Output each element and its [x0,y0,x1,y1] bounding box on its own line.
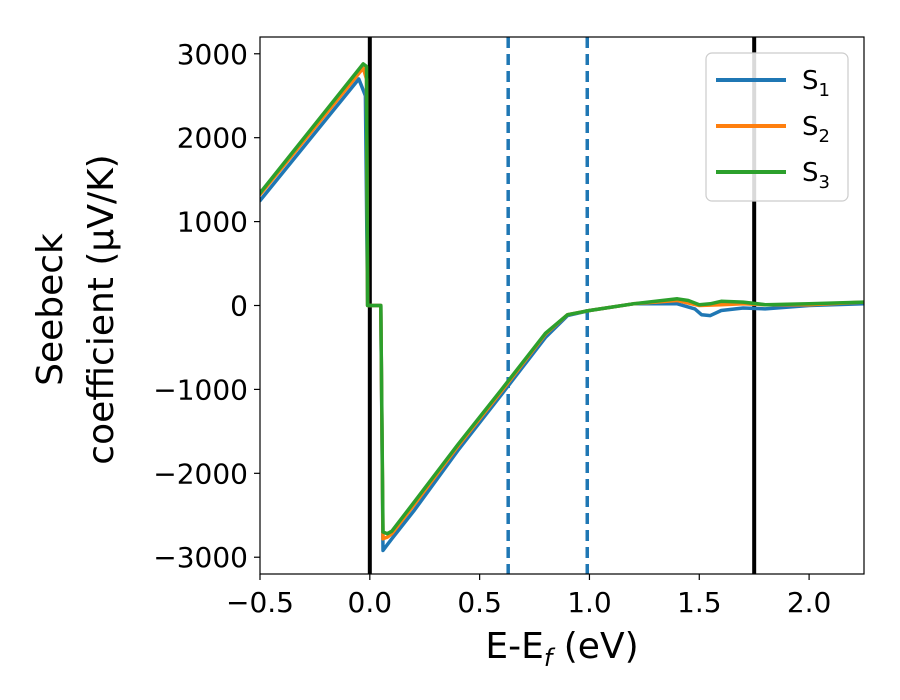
y-tick-label: 1000 [177,206,248,239]
x-axis-title-main: E-E [485,626,543,667]
legend-label-s3: S3 [802,158,830,193]
legend: S1 S2 S3 [705,52,849,202]
y-tick-label: −2000 [153,457,248,490]
x-tick-label: 0.0 [348,586,393,619]
y-tick-label: 3000 [177,38,248,71]
x-tick-label: −0.5 [226,586,294,619]
series-line-s3 [260,62,864,536]
legend-label-s1: S1 [802,66,830,101]
y-axis: 3000 2000 1000 0 −1000 −2000 −3000 [153,38,260,574]
x-axis: −0.5 0.0 0.5 1.0 1.5 2.0 [226,574,831,619]
x-tick-label: 2.0 [787,586,832,619]
x-tick-label: 1.0 [567,586,612,619]
x-axis-title: E-Ef (eV) [485,626,638,672]
x-axis-title-suffix: (eV) [552,626,638,667]
x-tick-label: 1.5 [677,586,722,619]
y-axis-title-line2: coefficient (μV/K) [81,154,122,464]
y-tick-label: −3000 [153,541,248,574]
y-tick-label: 2000 [177,122,248,155]
y-tick-label: 0 [230,290,248,323]
y-axis-title-line1: Seebeck [30,233,71,386]
y-tick-label: −1000 [153,373,248,406]
legend-label-s2: S2 [802,112,830,147]
series-layer [260,62,864,553]
x-tick-label: 0.5 [457,586,502,619]
